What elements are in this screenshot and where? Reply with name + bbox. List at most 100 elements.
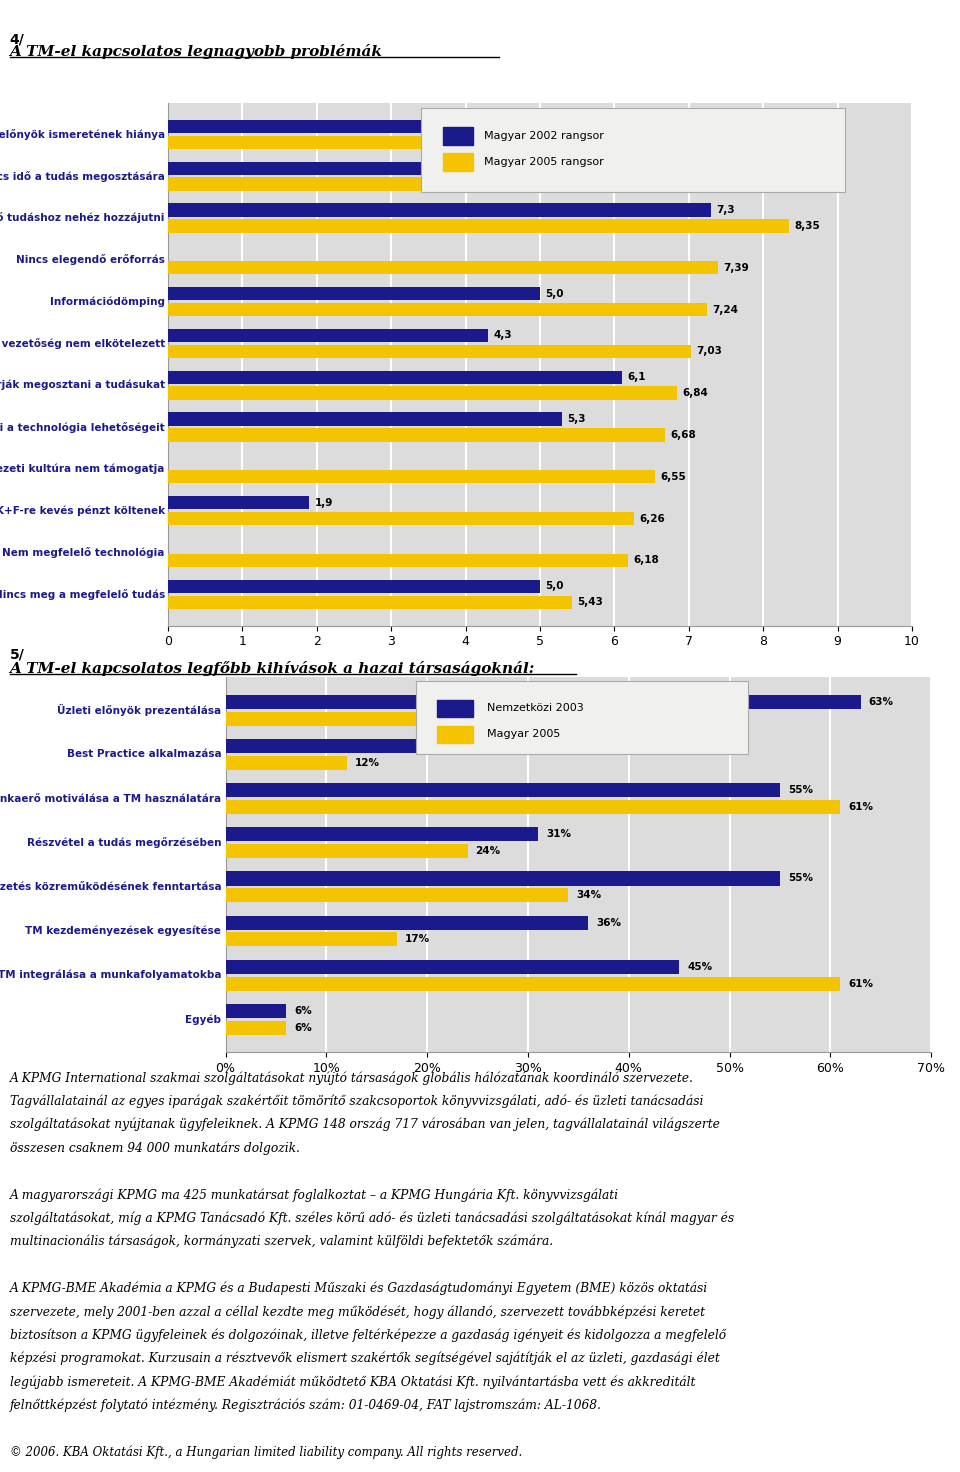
Text: 45%: 45%: [687, 961, 712, 972]
Bar: [168, 219, 789, 233]
Text: 63%: 63%: [869, 696, 894, 707]
Text: A KPMG-BME Akadémia a KPMG és a Budapesti Műszaki és Gazdaságtudományi Egyetem (: A KPMG-BME Akadémia a KPMG és a Budapest…: [10, 1282, 708, 1295]
Bar: [168, 261, 718, 274]
Bar: [168, 328, 488, 342]
Text: 5/: 5/: [10, 648, 24, 662]
Text: multinacionális társaságok, kormányzati szervek, valamint külföldi befektetők sz: multinacionális társaságok, kormányzati …: [10, 1235, 553, 1248]
Bar: [226, 888, 568, 902]
Text: Információdömping: Információdömping: [50, 296, 165, 306]
Text: Egyéb: Egyéb: [185, 1014, 222, 1025]
Text: szolgáltatásokat, míg a KPMG Tanácsadó Kft. széles körű adó- és üzleti tanácsadá: szolgáltatásokat, míg a KPMG Tanácsadó K…: [10, 1211, 733, 1225]
Bar: [168, 203, 711, 216]
Text: 61%: 61%: [849, 979, 874, 989]
Text: 34%: 34%: [576, 891, 602, 901]
Text: 7,03: 7,03: [696, 346, 722, 356]
Bar: [168, 412, 563, 425]
Text: legújabb ismereteit. A KPMG-BME Akadémiát működtető KBA Oktatási Kft. nyilvántar: legújabb ismereteit. A KPMG-BME Akadémiá…: [10, 1375, 695, 1390]
Text: 6,1: 6,1: [627, 372, 645, 383]
Text: képzési programokat. Kurzusain a résztvevők elismert szakértők segítségével sajá: képzési programokat. Kurzusain a résztve…: [10, 1351, 719, 1366]
Bar: [168, 512, 634, 526]
Bar: [168, 553, 628, 567]
Text: 17%: 17%: [405, 935, 430, 945]
Text: Nincs elegendő erőforrás: Nincs elegendő erőforrás: [16, 255, 165, 265]
Text: A vezetőség nem elkötelezett: A vezetőség nem elkötelezett: [0, 339, 165, 349]
Text: 55%: 55%: [788, 785, 813, 795]
Text: 7,24: 7,24: [712, 305, 738, 315]
Bar: [437, 726, 472, 743]
Text: Nem megfelelő technológia: Nem megfelelő technológia: [3, 548, 165, 558]
Text: A magyarországi KPMG ma 425 munkatársat foglalkoztat – a KPMG Hungária Kft. köny: A magyarországi KPMG ma 425 munkatársat …: [10, 1188, 618, 1201]
Text: 6,26: 6,26: [639, 514, 664, 524]
Text: A munkaerő motiválása a TM használatára: A munkaerő motiválása a TM használatára: [0, 793, 222, 804]
Bar: [444, 153, 473, 171]
Text: 5,0: 5,0: [545, 581, 564, 592]
Text: Részvétel a tudás megőrzésében: Részvétel a tudás megőrzésében: [27, 838, 222, 848]
Text: 1,9: 1,9: [315, 498, 333, 508]
Bar: [168, 178, 804, 191]
Text: A TM-el kapcsolatos legfőbb kihívások a hazai társaságoknál:: A TM-el kapcsolatos legfőbb kihívások a …: [10, 661, 535, 676]
Text: szolgáltatásokat nyújtanak ügyfeleiknek. A KPMG 148 ország 717 városában van jel: szolgáltatásokat nyújtanak ügyfeleiknek.…: [10, 1117, 719, 1132]
Text: 55%: 55%: [788, 873, 813, 883]
Text: 61%: 61%: [849, 802, 874, 813]
Text: 4/: 4/: [10, 32, 24, 47]
Bar: [226, 1004, 286, 1019]
Bar: [226, 783, 780, 798]
Bar: [226, 932, 396, 946]
Text: 5,0: 5,0: [545, 289, 564, 299]
Bar: [226, 755, 347, 770]
Bar: [168, 596, 572, 609]
Bar: [168, 119, 808, 132]
Text: Felsővezetés közreműködésének fenntartása: Felsővezetés közreműködésének fenntartás…: [0, 882, 222, 892]
Text: Nincs idő a tudás megosztására: Nincs idő a tudás megosztására: [0, 171, 165, 181]
Text: Magyar 2005 rangsor: Magyar 2005 rangsor: [484, 158, 604, 166]
Bar: [168, 162, 749, 175]
Text: Magyar 2002 rangsor: Magyar 2002 rangsor: [484, 131, 604, 141]
Text: © 2006. KBA Oktatási Kft., a Hungarian limited liability company. All rights res: © 2006. KBA Oktatási Kft., a Hungarian l…: [10, 1446, 522, 1459]
Bar: [226, 827, 538, 842]
Text: Nincs meg a megfelelő tudás: Nincs meg a megfelelő tudás: [0, 589, 165, 599]
Bar: [168, 580, 540, 593]
Bar: [226, 799, 840, 814]
Text: Nemzetközi 2003: Nemzetközi 2003: [487, 704, 584, 712]
Text: A szervezeti kultúra nem támogatja: A szervezeti kultúra nem támogatja: [0, 464, 165, 474]
Text: Best Practice alkalmazása: Best Practice alkalmazása: [66, 749, 222, 760]
Bar: [444, 127, 473, 144]
Text: 6,18: 6,18: [633, 555, 659, 565]
FancyBboxPatch shape: [416, 682, 748, 754]
Bar: [437, 699, 472, 717]
Text: 6%: 6%: [294, 1023, 312, 1033]
Bar: [168, 496, 309, 509]
Bar: [168, 287, 540, 300]
Bar: [226, 695, 860, 710]
Text: 7,39: 7,39: [723, 262, 749, 272]
Bar: [226, 916, 588, 930]
Bar: [226, 1020, 286, 1035]
Bar: [226, 739, 679, 754]
FancyBboxPatch shape: [420, 109, 845, 191]
Text: 45%: 45%: [687, 740, 712, 751]
Bar: [168, 344, 691, 358]
Text: biztosítson a KPMG ügyfeleinek és dolgozóinak, illetve feltérképezze a gazdaság : biztosítson a KPMG ügyfeleinek és dolgoz…: [10, 1329, 726, 1342]
Text: 27%: 27%: [506, 714, 531, 724]
Text: Magyar 2005: Magyar 2005: [487, 729, 560, 739]
Text: A TM-előnyök ismeretének hiánya: A TM-előnyök ismeretének hiánya: [0, 130, 165, 140]
Bar: [226, 711, 497, 726]
Bar: [168, 371, 622, 384]
Text: 6,84: 6,84: [683, 389, 708, 397]
Bar: [226, 843, 468, 858]
Text: összesen csaknem 94 000 munkatárs dolgozik.: összesen csaknem 94 000 munkatárs dolgoz…: [10, 1141, 300, 1156]
Bar: [168, 470, 656, 483]
Text: TM kezdeményezések egyesítése: TM kezdeményezések egyesítése: [25, 926, 222, 936]
Bar: [168, 303, 707, 316]
Text: 8,6: 8,6: [813, 122, 831, 131]
Text: 24%: 24%: [475, 846, 501, 857]
Text: Nem használják ki a technológia lehetőségeit: Nem használják ki a technológia lehetősé…: [0, 421, 165, 433]
Text: 7,8: 7,8: [754, 163, 772, 174]
Text: 6,68: 6,68: [670, 430, 696, 440]
Bar: [168, 135, 814, 149]
Text: 6%: 6%: [294, 1005, 312, 1016]
Text: A KPMG International szakmai szolgáltatásokat nyújtó társaságok globális hálózat: A KPMG International szakmai szolgáltatá…: [10, 1072, 693, 1085]
Text: 36%: 36%: [596, 917, 621, 927]
Bar: [226, 871, 780, 886]
Text: Az emberek nem akarják megosztani a tudásukat: Az emberek nem akarják megosztani a tudá…: [0, 380, 165, 390]
